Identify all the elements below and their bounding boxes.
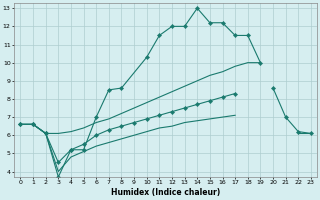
X-axis label: Humidex (Indice chaleur): Humidex (Indice chaleur) (111, 188, 220, 197)
